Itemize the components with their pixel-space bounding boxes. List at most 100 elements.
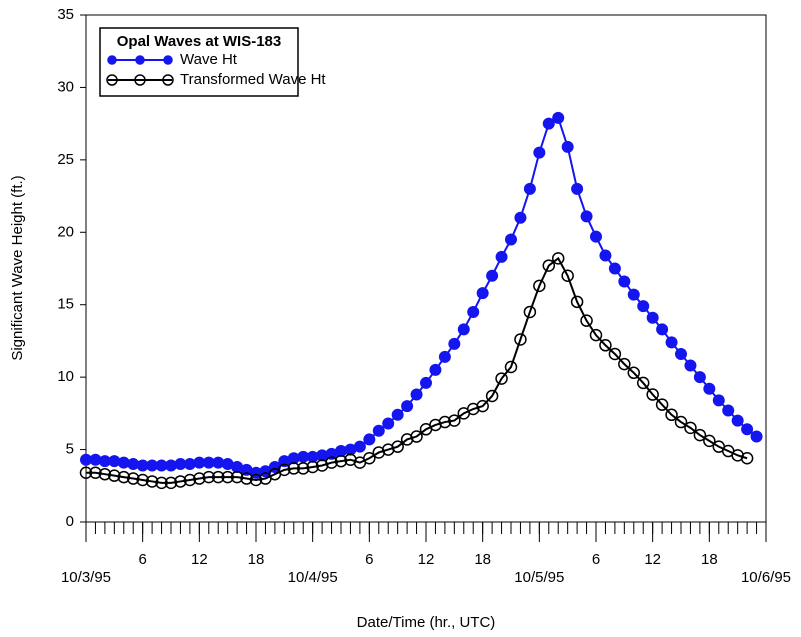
data-point [448,414,461,427]
data-point [693,371,706,384]
data-point [174,475,187,488]
data-point [674,415,688,429]
y-tick-label: 20 [57,223,74,240]
data-point [504,360,518,374]
y-tick-label: 5 [66,441,74,458]
data-point [533,279,546,293]
legend-marker [107,55,117,65]
x-tick-label: 18 [701,551,718,568]
data-point [211,470,225,484]
data-point [542,117,555,130]
data-point [551,252,565,265]
data-point [372,424,385,437]
legend-title: Opal Waves at WIS-183 [117,33,282,50]
y-tick-label: 15 [57,296,74,313]
data-point [552,111,565,124]
y-tick-label: 35 [57,6,74,23]
data-point [627,288,640,301]
x-tick-label: 12 [644,551,661,568]
data-point [599,339,612,352]
legend-marker [134,74,146,86]
data-point [750,430,763,443]
data-point [420,376,432,389]
legend-box [99,27,299,97]
data-point [79,466,93,479]
data-point [334,454,348,468]
data-point [514,333,527,346]
data-point [457,323,470,336]
data-point [712,394,725,407]
legend-marker [135,55,145,65]
data-point [155,476,168,490]
data-point [703,434,716,448]
data-point [561,269,574,282]
data-point [230,470,244,484]
data-point [410,430,423,443]
x-axis-label: Date/Time (hr., UTC) [357,614,496,631]
data-point [98,467,112,481]
data-point [410,388,423,401]
data-point [382,417,395,430]
data-point [675,347,687,360]
data-point [438,415,452,429]
data-point [249,473,263,487]
data-point [636,376,650,390]
data-point [240,472,253,485]
data-point [589,328,603,342]
data-point [580,210,593,223]
data-point [590,230,602,243]
x-tick-label: 10/4/95 [288,569,338,586]
data-point [126,472,140,485]
legend-label: Wave Ht [180,51,238,68]
data-point [722,404,735,417]
data-point [627,366,641,380]
data-point [278,463,291,477]
y-tick-label: 25 [57,151,74,168]
data-point [618,275,631,288]
data-point [476,399,489,413]
data-point [740,452,754,465]
data-point [580,314,593,327]
data-point [693,428,707,442]
data-point [306,460,319,474]
data-point [618,357,631,371]
data-point [108,469,121,482]
x-tick-label: 10/6/95 [741,569,791,586]
data-point [646,388,659,401]
data-point [429,363,442,376]
data-point [136,473,149,487]
data-point [495,250,508,263]
data-point [353,440,366,453]
data-point [221,470,234,484]
data-point [599,249,612,262]
legend-marker [162,74,174,86]
y-tick-label: 30 [57,78,74,95]
legend-label: Transformed Wave Ht [180,71,326,88]
data-point [608,262,621,275]
data-point [571,182,584,195]
data-point [570,295,584,309]
x-tick-label: 10/5/95 [514,569,564,586]
x-tick-label: 6 [138,551,146,568]
data-point [656,323,669,336]
data-point [514,211,527,224]
legend-marker [106,74,118,86]
y-tick-label: 10 [57,368,74,385]
data-point [665,336,678,349]
data-point [684,421,697,435]
data-point [287,462,301,475]
data-point [467,305,480,318]
data-point [391,440,404,453]
y-axis-label: Significant Wave Height (ft.) [9,175,26,360]
data-point [117,470,131,484]
data-point [665,408,678,422]
x-tick-label: 6 [365,551,373,568]
data-point [486,269,499,282]
data-point [505,233,517,246]
data-point [731,414,744,427]
data-point [684,359,697,372]
data-point [438,350,451,363]
x-tick-label: 12 [191,551,208,568]
data-point [202,470,216,484]
